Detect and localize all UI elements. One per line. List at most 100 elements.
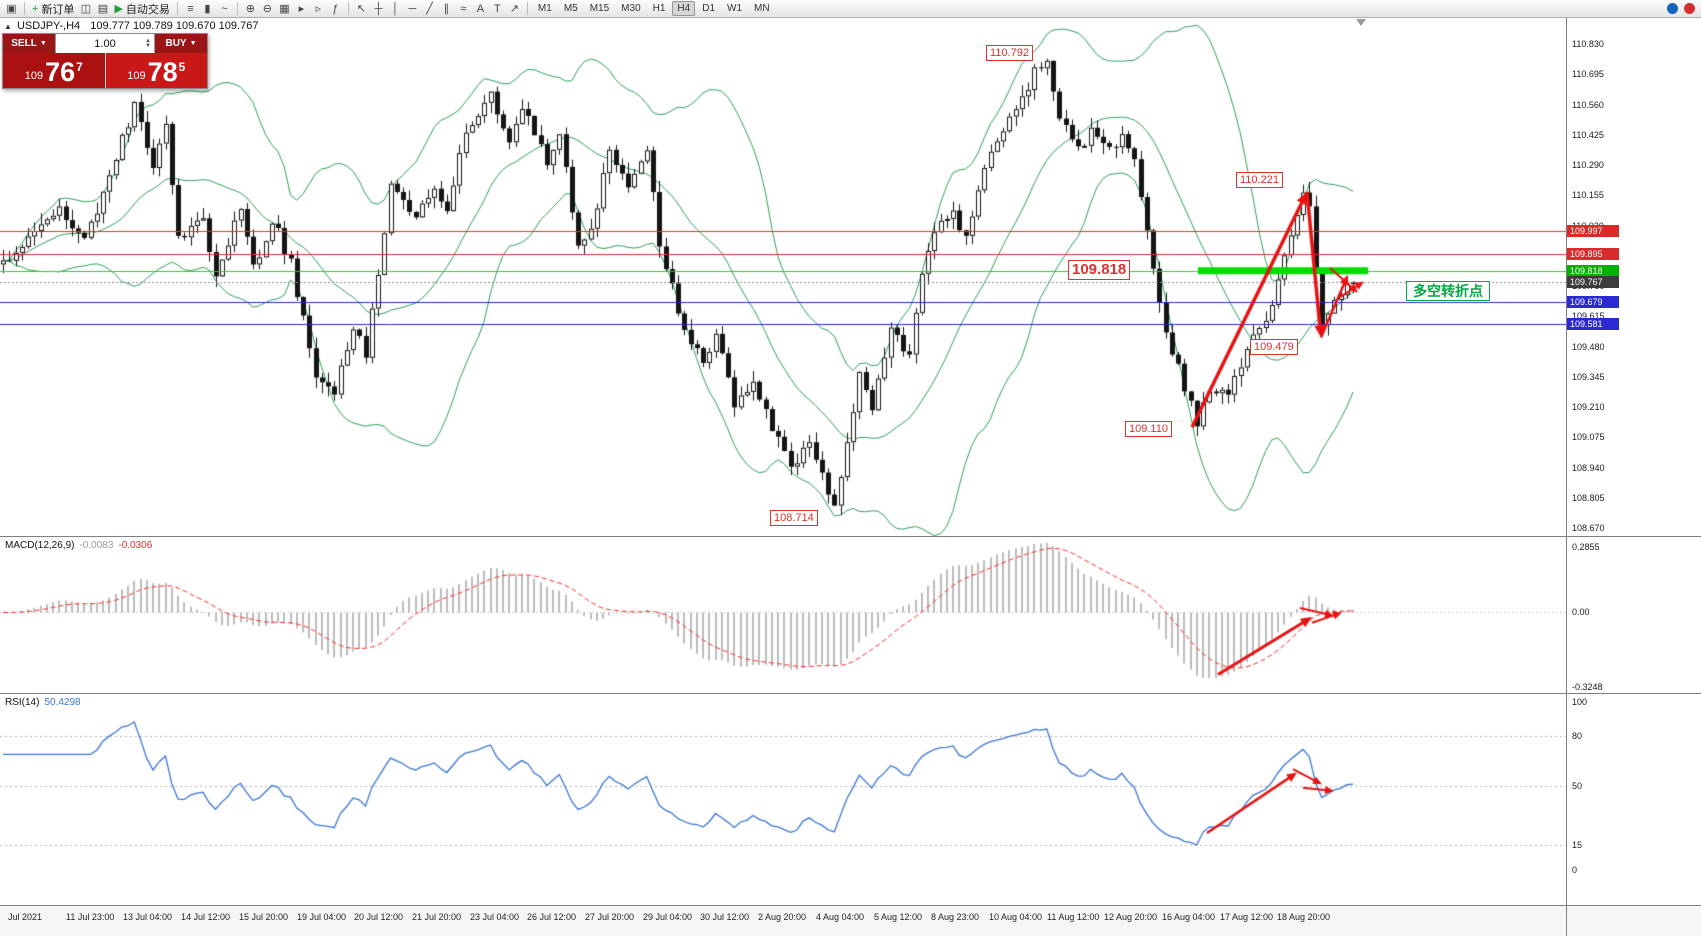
auto-scroll-icon[interactable]: ▸ [293, 1, 310, 17]
toolbar-separator [176, 2, 178, 15]
horizontal-line-icon[interactable]: ─ [404, 1, 421, 17]
symbol-name: USDJPY-,H4 [16, 20, 81, 32]
chart-shift-icon[interactable]: ▹ [310, 1, 327, 17]
alert-icon[interactable] [1684, 3, 1695, 14]
help-icon[interactable] [1667, 3, 1678, 14]
price-scale-label: 109.480 [1572, 342, 1605, 352]
time-axis-label: 30 Jul 12:00 [700, 912, 750, 922]
zoom-out-icon[interactable]: ⊖ [259, 1, 276, 17]
chart-window-icon[interactable]: ◫ [77, 1, 94, 17]
buy-button[interactable]: 109 78 5 [104, 53, 207, 88]
sell-button[interactable]: 109 76 7 [3, 53, 105, 88]
time-axis-label: 12 Aug 20:00 [1104, 912, 1158, 922]
price-scale-label: 109.075 [1572, 432, 1605, 442]
horizontal-line-icon: ─ [408, 2, 417, 15]
text-icon: A [476, 2, 485, 15]
volume-input[interactable]: 1.00 ▲ ▼ [55, 34, 155, 53]
timeframe-button-w1[interactable]: W1 [727, 3, 743, 14]
label-icon[interactable]: T [489, 1, 506, 17]
price-tag: 109.581 [1567, 318, 1619, 330]
time-axis[interactable]: Jul 2021 11 Jul 23:00 13 Jul 04:00 14 Jul 1… [0, 905, 1566, 936]
zoom-in-icon[interactable]: ⊕ [242, 1, 259, 17]
price-scale-macd[interactable]: 0.2855 0.00 -0.3248 [1567, 536, 1701, 693]
price-scale-column[interactable]: 110.830 110.695 110.560 110.425 110.290 110.1… [1566, 18, 1701, 936]
timeframe-button-m30[interactable]: M30 [621, 3, 641, 14]
chart-window-icon: ◫ [80, 3, 92, 15]
timeframe-button-h4[interactable]: H4 [672, 1, 696, 16]
ohlc-values: 109.777 109.789 109.670 109.767 [90, 20, 259, 32]
macd-scale-label: -0.3248 [1572, 682, 1603, 692]
chart-shift-icon: ▹ [315, 3, 322, 15]
price-callout: 109.818 [1068, 260, 1131, 280]
macd-canvas[interactable] [0, 537, 1566, 693]
bar-chart-icon: ≡ [187, 2, 194, 15]
rsi-scale-label: 15 [1572, 840, 1583, 850]
time-axis-label: 20 Jul 12:00 [354, 912, 404, 922]
rsi-label: RSI(14) 50.4298 [5, 697, 81, 708]
price-scale-label: 108.940 [1572, 463, 1605, 473]
timeframe-button-m15[interactable]: M15 [589, 3, 610, 14]
new-order-button: + [32, 2, 39, 15]
price-scale-label: 108.670 [1572, 523, 1605, 533]
macd-label: MACD(12,26,9) -0.0083 -0.0306 [5, 540, 153, 551]
line-chart-icon[interactable]: ~ [216, 1, 233, 17]
one-click-trading-panel[interactable]: SELL ▼ 1.00 ▲ ▼ BUY ▼ 109 76 [2, 33, 208, 89]
auto-trading-button[interactable]: ▶ 自动交易 [114, 3, 170, 16]
toolbar: ▣ + 新订单 ◫ ▤ ▶ 自动交易 ≡ ▮ ~ ⊕ ⊖ ▦ ▸ ▹ ƒ ↖ ┼ │ ─ ╱ ∥ ≈ A T ↗ M1 M5 M15 M3… [0, 0, 1701, 18]
text-icon[interactable]: A [472, 1, 489, 17]
rsi-scale-label: 80 [1572, 731, 1583, 741]
timeframe-button-h1[interactable]: H1 [652, 3, 666, 14]
zoom-out-icon: ⊖ [262, 3, 273, 15]
time-axis-label: 19 Jul 04:00 [297, 912, 347, 922]
profiles-icon: ▤ [97, 3, 109, 15]
time-axis-label: 11 Jul 23:00 [66, 912, 115, 922]
volume-stepper[interactable]: ▲ ▼ [145, 37, 151, 49]
arrows-icon: ↗ [509, 3, 520, 15]
time-axis-label: 29 Jul 04:00 [643, 912, 693, 922]
buy-tab[interactable]: BUY ▼ [155, 34, 207, 53]
price-tag: 109.818 [1567, 265, 1619, 277]
indicators-icon[interactable]: ƒ [327, 1, 344, 17]
price-tag: 109.767 [1567, 276, 1619, 288]
rsi-canvas[interactable] [0, 694, 1566, 905]
price-scale-main[interactable]: 110.830 110.695 110.560 110.425 110.290 110.1… [1567, 18, 1701, 536]
cursor-icon[interactable]: ↖ [353, 1, 370, 17]
price-scale-label: 109.345 [1572, 372, 1605, 382]
turning-point-annotation: 多空转折点 [1406, 281, 1490, 301]
price-scale-label: 110.425 [1572, 130, 1604, 140]
price-tag: 109.895 [1567, 248, 1619, 260]
time-axis-label: 17 Aug 12:00 [1220, 912, 1274, 922]
tile-windows-icon[interactable]: ▦ [276, 1, 293, 17]
windows-icon[interactable]: ▣ [3, 1, 20, 17]
price-callout: 108.714 [770, 510, 818, 526]
timeframe-button-m1[interactable]: M1 [537, 3, 552, 14]
vertical-line-icon[interactable]: │ [387, 1, 404, 17]
candle-chart-icon[interactable]: ▮ [199, 1, 216, 17]
chevron-down-icon: ▼ [39, 40, 47, 47]
bar-chart-icon[interactable]: ≡ [182, 1, 199, 17]
arrows-icon[interactable]: ↗ [506, 1, 523, 17]
new-order-button[interactable]: + 新订单 [32, 2, 75, 16]
symbol-marker-icon: ▲ [4, 22, 12, 31]
time-axis-label: 15 Jul 20:00 [239, 912, 289, 922]
chart-shift-marker-icon[interactable] [1356, 19, 1366, 26]
timeframe-button-d1[interactable]: D1 [702, 3, 716, 14]
trendline-icon[interactable]: ╱ [421, 1, 438, 17]
price-scale-rsi[interactable]: 100 80 50 15 0 [1567, 693, 1701, 905]
channel-icon[interactable]: ∥ [438, 1, 455, 17]
timeframe-button-mn[interactable]: MN [754, 3, 770, 14]
profiles-icon[interactable]: ▤ [94, 1, 111, 17]
fibonacci-icon[interactable]: ≈ [455, 1, 472, 17]
fibonacci-icon: ≈ [460, 2, 467, 15]
toolbar-separator [347, 2, 349, 15]
crosshair-icon[interactable]: ┼ [370, 1, 387, 17]
rsi-scale-label: 0 [1572, 865, 1578, 875]
indicators-icon: ƒ [332, 2, 339, 15]
timeframe-button-m5[interactable]: M5 [563, 3, 578, 14]
time-axis-label: 4 Aug 04:00 [816, 912, 865, 922]
rsi-panel: RSI(14) 50.4298 [0, 693, 1566, 905]
rsi-scale-label: 100 [1572, 697, 1588, 707]
price-chart-canvas[interactable] [0, 18, 1566, 536]
sell-tab[interactable]: SELL ▼ [3, 34, 55, 53]
windows-icon: ▣ [6, 3, 17, 15]
